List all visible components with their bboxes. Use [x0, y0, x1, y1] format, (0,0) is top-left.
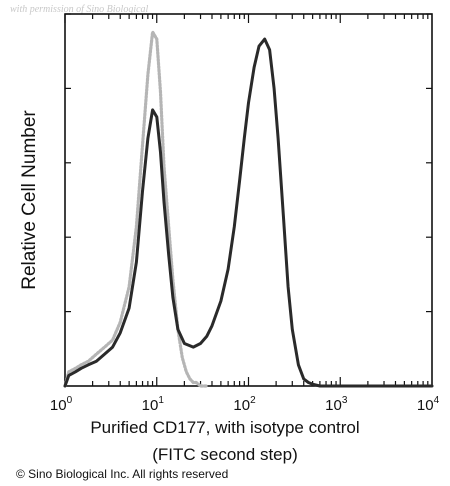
- y-axis-label: Relative Cell Number: [19, 110, 40, 290]
- x-tick-label-4: 104: [417, 395, 440, 414]
- x-tick-label-1: 101: [142, 395, 165, 414]
- x-tick-label-0: 100: [50, 395, 73, 414]
- x-tick-label-3: 103: [325, 395, 348, 414]
- x-tick-label-2: 102: [233, 395, 256, 414]
- isotype-control-series-line: [63, 30, 209, 388]
- x-axis-label-line2: (FITC second step): [152, 445, 298, 464]
- copyright-text: © Sino Biological Inc. All rights reserv…: [16, 467, 229, 481]
- x-axis-label-line1: Purified CD177, with isotype control: [90, 418, 360, 437]
- watermark-text: with permission of Sino Biological: [10, 4, 149, 15]
- cd177-series-line: [63, 37, 434, 388]
- ticks-layer: 100 101 102 103 104: [50, 13, 440, 414]
- series-layer: [63, 30, 434, 388]
